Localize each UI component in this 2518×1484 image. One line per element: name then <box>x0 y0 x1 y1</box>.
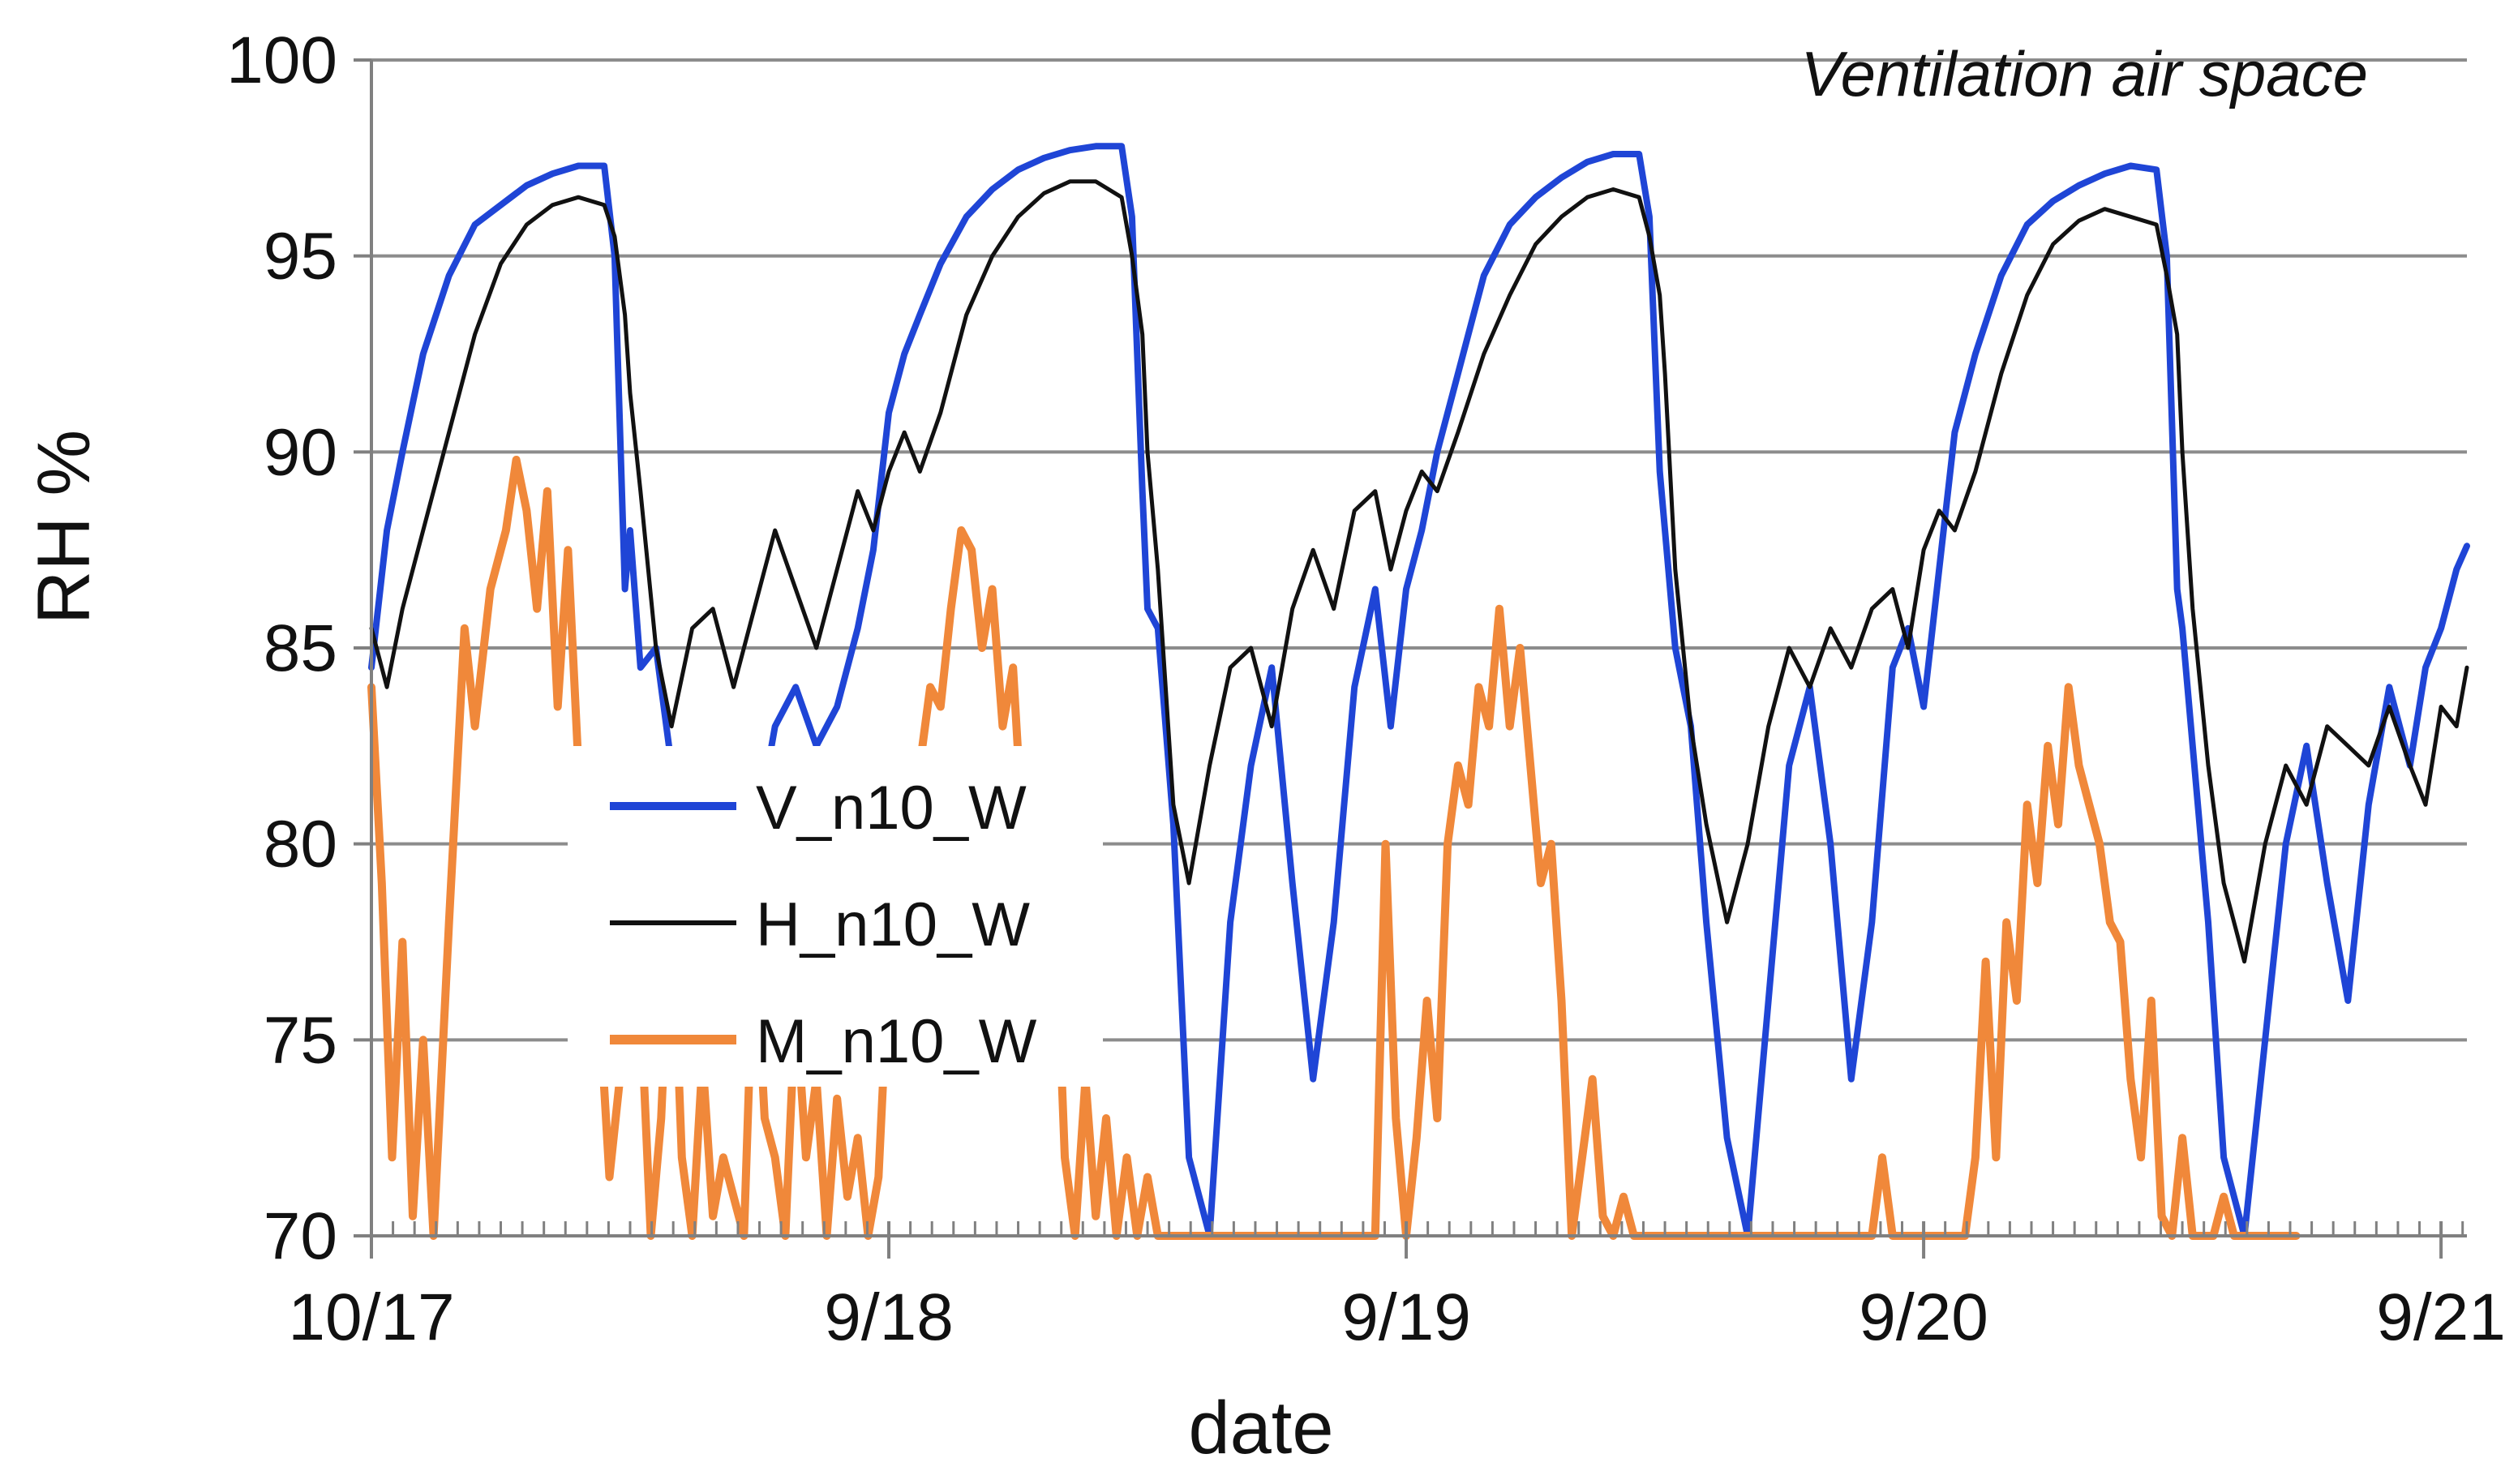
y-tick-label: 95 <box>264 220 337 294</box>
y-tick-label: 80 <box>264 808 337 881</box>
chart-title: Ventilation air space <box>1800 38 2368 109</box>
legend-label-m: M_n10_W <box>756 1007 1037 1076</box>
series-line-h-n10-w <box>369 179 2469 964</box>
x-axis-label: date <box>1188 1387 1333 1469</box>
legend: V_n10_W H_n10_W M_n10_W <box>568 746 1103 1087</box>
y-tick-label: 70 <box>264 1199 337 1273</box>
y-tick-label: 90 <box>264 415 337 489</box>
legend-entry-v: V_n10_W <box>610 774 1027 843</box>
y-axis-label: RH % <box>23 430 105 624</box>
y-tick-label: 100 <box>226 24 337 97</box>
y-tick-label: 85 <box>264 611 337 685</box>
y-tick-label: 75 <box>264 1003 337 1077</box>
x-tick-label: 9/18 <box>824 1280 954 1354</box>
x-tick-label: 9/20 <box>1859 1280 1988 1354</box>
x-tick-label: 9/21 <box>2376 1280 2506 1354</box>
x-tick-label: 10/17 <box>288 1280 454 1354</box>
y-ticks: 70 75 80 85 90 95 100 <box>226 24 371 1273</box>
legend-label-h: H_n10_W <box>756 890 1030 959</box>
legend-label-v: V_n10_W <box>756 774 1027 843</box>
x-tick-label: 9/19 <box>1341 1280 1471 1354</box>
x-ticks: 10/17 9/18 9/19 9/20 9/21 <box>288 1221 2506 1354</box>
legend-entry-h: H_n10_W <box>610 890 1030 959</box>
legend-entry-m: M_n10_W <box>610 1007 1037 1076</box>
